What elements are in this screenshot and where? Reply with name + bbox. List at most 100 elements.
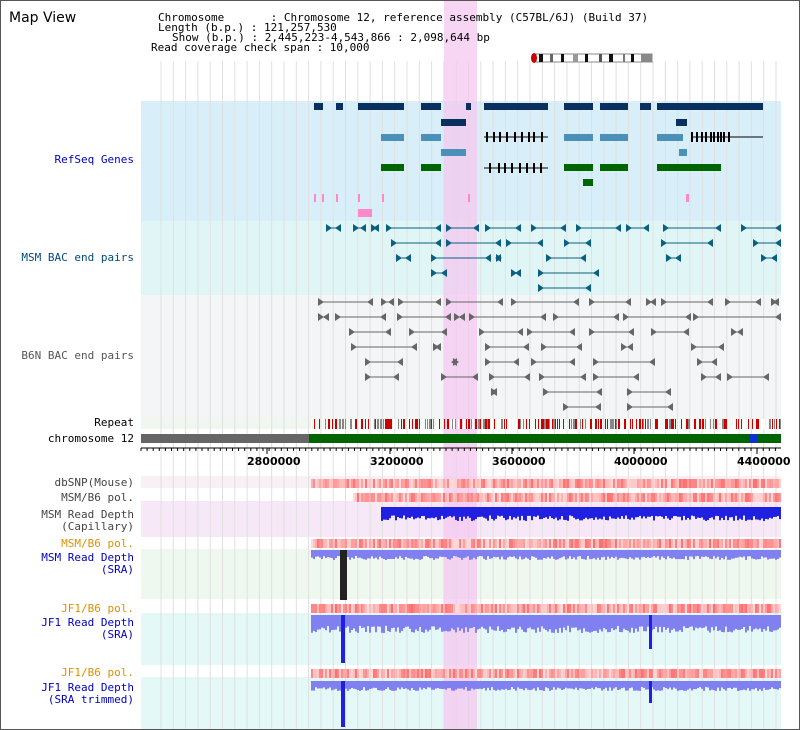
- read-depth-bar: [603, 550, 605, 557]
- track-label-repeat[interactable]: Repeat: [94, 416, 134, 429]
- polymorphism-mark: [631, 604, 633, 613]
- polymorphism-mark: [705, 669, 707, 678]
- polymorphism-mark: [441, 479, 443, 488]
- polymorphism-mark: [621, 669, 623, 678]
- read-depth-bar: [463, 550, 465, 558]
- read-depth-bar: [369, 681, 371, 689]
- read-depth-bar: [617, 550, 619, 560]
- read-depth-bar: [451, 550, 453, 559]
- gene-feature: [421, 134, 441, 141]
- polymorphism-mark: [485, 493, 487, 502]
- repeat-mark: [661, 419, 662, 429]
- read-depth-bar: [461, 681, 463, 689]
- track-label-msm-bac[interactable]: MSM BAC end pairs: [21, 251, 134, 264]
- polymorphism-mark: [385, 479, 387, 488]
- read-depth-bar: [413, 550, 415, 560]
- read-depth-bar: [725, 681, 727, 691]
- track-label-msm-b6-pol[interactable]: MSM/B6 pol.: [61, 491, 134, 504]
- read-depth-bar: [751, 507, 753, 521]
- polymorphism-mark: [361, 604, 363, 613]
- bac-end: [495, 239, 501, 247]
- polymorphism-mark: [449, 539, 451, 548]
- polymorphism-mark: [349, 604, 351, 613]
- track-label-jf1-b6-pol[interactable]: JF1/B6 pol.: [61, 602, 134, 615]
- read-depth-bar: [521, 681, 523, 689]
- polymorphism-mark: [649, 669, 651, 678]
- polymorphism-mark: [521, 604, 523, 613]
- polymorphism-mark: [371, 479, 373, 488]
- polymorphism-mark: [669, 669, 671, 678]
- polymorphism-mark: [337, 604, 339, 613]
- read-depth-bar: [509, 550, 511, 557]
- bac-end: [625, 298, 631, 306]
- track-label-chromosome[interactable]: chromosome 12: [47, 432, 134, 445]
- bac-end: [515, 269, 521, 277]
- polymorphism-mark: [709, 669, 711, 678]
- read-depth-bar: [503, 681, 505, 690]
- polymorphism-mark: [761, 493, 763, 502]
- bac-end: [737, 328, 743, 336]
- polymorphism-mark: [401, 493, 403, 502]
- gene-feature: [421, 164, 441, 171]
- track-label-b6n-bac[interactable]: B6N BAC end pairs: [21, 349, 134, 362]
- polymorphism-mark: [455, 493, 457, 502]
- repeat-mark: [724, 419, 726, 429]
- gene-exon: [514, 132, 516, 142]
- polymorphism-mark: [649, 604, 651, 613]
- repeat-mark: [774, 419, 775, 429]
- bac-end: [441, 269, 447, 277]
- track-label-jf1-depth-trimmed[interactable]: JF1 Read Depth: [41, 681, 134, 694]
- read-depth-bar: [471, 615, 473, 628]
- read-depth-bar: [493, 681, 495, 690]
- read-depth-bar: [707, 507, 709, 521]
- read-depth-bar: [459, 681, 461, 689]
- track-label-msm-depth-sra[interactable]: MSM Read Depth: [41, 551, 134, 564]
- polymorphism-mark: [651, 604, 653, 613]
- read-depth-bar: [613, 615, 615, 631]
- polymorphism-mark: [609, 604, 611, 613]
- read-depth-bar: [685, 550, 687, 557]
- read-depth-bar: [513, 615, 515, 628]
- bac-end: [775, 224, 781, 232]
- polymorphism-mark: [613, 669, 615, 678]
- read-depth-bar: [327, 615, 329, 627]
- polymorphism-mark: [425, 669, 427, 678]
- bac-end: [527, 328, 533, 336]
- read-depth-bar: [659, 615, 661, 627]
- track-label-msm-b6-pol-2[interactable]: MSM/B6 pol.: [61, 537, 134, 550]
- polymorphism-mark: [757, 479, 759, 488]
- read-depth-bar: [487, 507, 489, 521]
- repeat-mark: [675, 419, 676, 429]
- read-depth-bar: [739, 550, 741, 557]
- read-depth-bar: [761, 507, 763, 519]
- polymorphism-mark: [367, 669, 369, 678]
- polymorphism-mark: [481, 493, 483, 502]
- polymorphism-mark: [331, 669, 333, 678]
- read-depth-bar: [313, 681, 315, 691]
- polymorphism-mark: [511, 604, 513, 613]
- polymorphism-mark: [417, 669, 419, 678]
- read-depth-bar: [321, 550, 323, 560]
- read-depth-bar: [607, 550, 609, 557]
- read-depth-bar: [403, 615, 405, 629]
- read-depth-bar: [619, 550, 621, 559]
- polymorphism-mark: [331, 604, 333, 613]
- polymorphism-mark: [715, 479, 717, 488]
- polymorphism-mark: [375, 669, 377, 678]
- polymorphism-mark: [329, 539, 331, 548]
- polymorphism-mark: [757, 493, 759, 502]
- track-label-jf1-depth-sra[interactable]: JF1 Read Depth: [41, 616, 134, 629]
- polymorphism-mark: [431, 479, 433, 488]
- polymorphism-mark: [459, 539, 461, 548]
- gene-feature: [583, 179, 593, 186]
- track-label-dbsnp[interactable]: dbSNP(Mouse): [54, 476, 134, 489]
- track-label-jf1-b6-pol-2[interactable]: JF1/B6 pol.: [61, 666, 134, 679]
- repeat-mark: [490, 419, 491, 429]
- read-depth-bar: [333, 681, 335, 690]
- track-label-refseq[interactable]: RefSeq Genes: [54, 153, 134, 166]
- polymorphism-mark: [315, 539, 317, 548]
- polymorphism-mark: [441, 493, 443, 502]
- track-label-msm-depth-capillary[interactable]: MSM Read Depth: [41, 508, 134, 521]
- polymorphism-mark: [447, 604, 449, 613]
